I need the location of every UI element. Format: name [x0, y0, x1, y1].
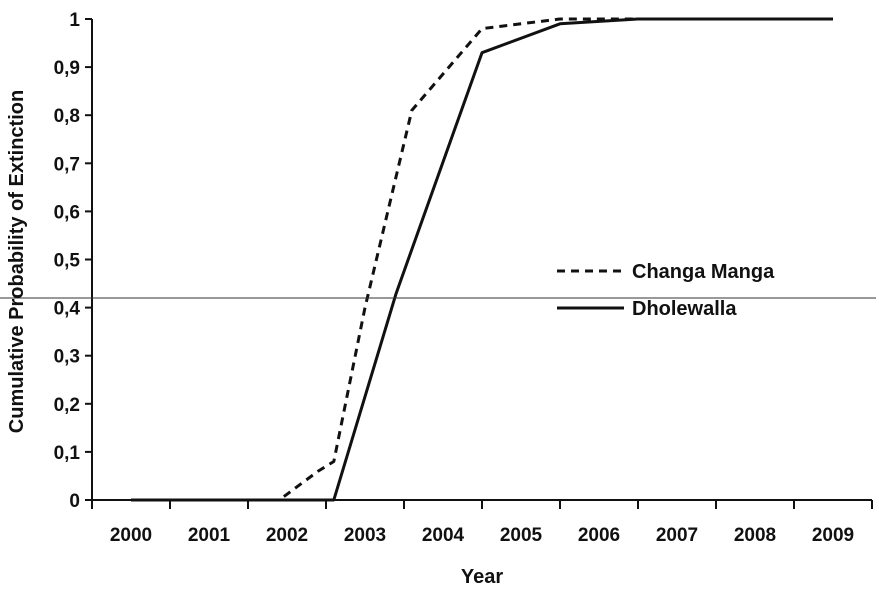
y-axis-title: Cumulative Probability of Extinction: [6, 90, 28, 433]
series-line-dholewalla: [131, 17, 833, 502]
x-axis-ticks: 2000 2001 2002 2003 2004 2005 2006 2007 2008 2009: [91, 500, 873, 546]
x-axis-title: Year: [461, 566, 503, 588]
x-tick-label: 2005: [500, 525, 543, 546]
series-line-changa-manga: [131, 17, 833, 502]
legend: Changa Manga Dholewalla: [557, 261, 775, 320]
x-tick-label: 2006: [578, 525, 620, 546]
y-tick-label: 0,8: [54, 106, 80, 127]
x-tick-label: 2001: [188, 525, 231, 546]
y-tick-label: 0,5: [54, 251, 81, 272]
axes: [91, 19, 872, 501]
y-tick-label: 0,4: [54, 299, 81, 320]
x-tick-label: 2007: [656, 525, 698, 546]
x-tick-label: 2008: [734, 525, 776, 546]
x-tick-label: 2004: [422, 525, 465, 546]
x-tick-label: 2003: [344, 525, 386, 546]
y-tick-label: 0,9: [54, 58, 80, 79]
y-tick-label: 0,1: [54, 443, 81, 464]
legend-label-changa-manga: Changa Manga: [632, 261, 775, 283]
x-tick-label: 2002: [266, 525, 308, 546]
y-tick-label: 0,3: [54, 347, 80, 368]
y-tick-label: 0: [69, 491, 80, 512]
x-tick-label: 2009: [812, 525, 854, 546]
series-lines: [131, 17, 833, 502]
y-tick-label: 0,6: [54, 202, 80, 223]
y-tick-label: 0,2: [54, 395, 80, 416]
y-axis-ticks: 0 0,1 0,2 0,3 0,4 0,5 0,6 0,7 0,8 0,9 1: [54, 10, 92, 512]
legend-label-dholewalla: Dholewalla: [632, 298, 737, 320]
y-tick-label: 0,7: [54, 154, 80, 175]
y-tick-label: 1: [69, 10, 80, 31]
x-tick-label: 2000: [110, 525, 152, 546]
